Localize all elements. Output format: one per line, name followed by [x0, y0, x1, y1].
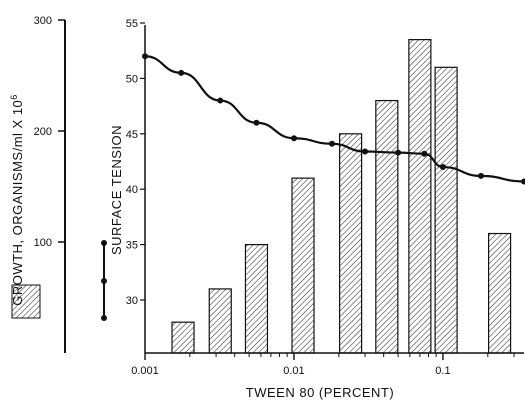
growth-axis: 100 200 300 GROWTH, ORGANISMS/ml X 106: [9, 15, 66, 353]
surface-tension-axis-title: SURFACE TENSION: [109, 125, 124, 255]
growth-tick-label: 100: [34, 237, 52, 249]
surface-tension-series: [142, 53, 525, 185]
surface-tension-point: [142, 53, 148, 60]
growth-bar: [375, 99, 399, 354]
legend-growth-swatch: [11, 284, 41, 319]
surface-tension-point: [217, 97, 224, 104]
surface-tension-point: [290, 135, 297, 142]
surface-tension-point: [477, 172, 484, 179]
surface-tension-tick-label: 50: [126, 73, 138, 85]
surface-tension-line: [144, 55, 525, 183]
growth-bar: [291, 177, 315, 354]
x-tick-label: 0.1: [435, 365, 450, 377]
growth-bar: [208, 288, 232, 354]
x-axis-title: TWEEN 80 (PERCENT): [246, 385, 394, 400]
growth-tick-label: 300: [34, 15, 52, 27]
surface-tension-tick-label: 40: [126, 184, 138, 196]
growth-bar: [487, 232, 512, 354]
x-tick-label: 0.01: [283, 365, 304, 377]
legend-tension-symbol: [101, 240, 107, 321]
x-axis: 0.001 0.01 0.1 TWEEN 80 (PERCENT): [131, 352, 524, 400]
legend: [11, 240, 107, 321]
surface-tension-axis-ticks: 30 35 40 45 50 55: [126, 18, 145, 307]
growth-bars: [171, 39, 512, 354]
surface-tension-point: [178, 69, 185, 76]
growth-axis-ticks: 100 200 300: [34, 15, 65, 249]
growth-bar: [171, 321, 195, 354]
surface-tension-tick-label: 35: [126, 240, 138, 252]
growth-bar: [434, 66, 458, 354]
growth-bar: [339, 133, 363, 354]
surface-tension-point: [362, 148, 369, 155]
growth-bar: [244, 244, 269, 354]
surface-tension-point: [329, 140, 336, 147]
growth-axis-title: GROWTH, ORGANISMS/ml X 106: [9, 94, 25, 306]
surface-tension-point: [521, 178, 525, 185]
x-tick-label: 0.001: [131, 365, 159, 377]
growth-tick-label: 200: [34, 126, 52, 138]
surface-tension-tick-label: 30: [126, 295, 138, 307]
surface-tension-point: [253, 119, 260, 126]
surface-tension-point: [395, 149, 402, 156]
surface-tension-tick-label: 45: [126, 129, 138, 141]
surface-tension-point: [439, 164, 446, 171]
x-axis-ticks: 0.001 0.01 0.1: [131, 353, 515, 377]
surface-tension-tick-label: 55: [126, 18, 138, 30]
surface-tension-axis: 30 35 40 45 50 55 SURFACE TENSION: [109, 18, 146, 353]
surface-tension-point: [421, 150, 428, 157]
growth-bar: [408, 39, 432, 354]
